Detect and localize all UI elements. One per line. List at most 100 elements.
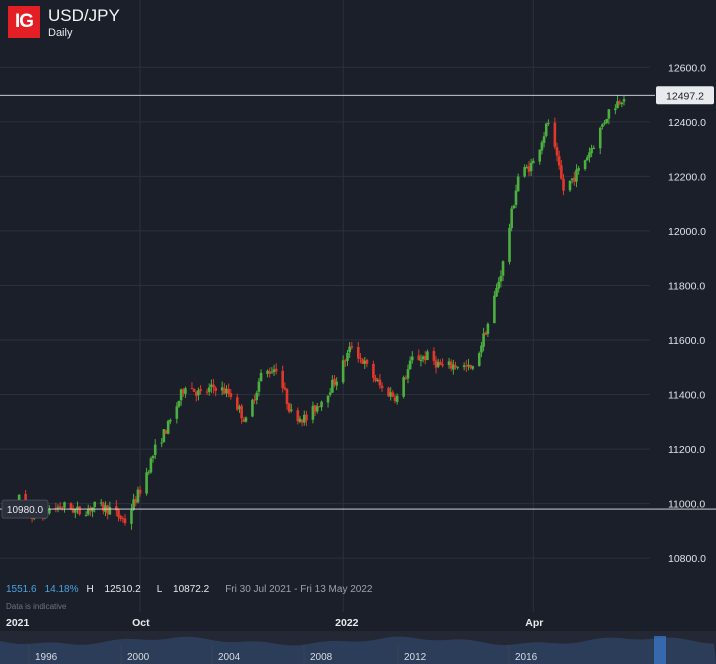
- candle-body: [557, 156, 561, 166]
- candle-body: [272, 369, 276, 373]
- y-tick-label: 11000.0: [668, 499, 705, 511]
- candle-body: [179, 389, 183, 401]
- candle-body: [441, 364, 444, 366]
- candle-body: [283, 387, 287, 390]
- candle-body: [598, 127, 602, 149]
- candle-body: [525, 167, 529, 169]
- candle-body: [562, 178, 565, 191]
- x-axis-band: [0, 612, 716, 631]
- candle-body: [540, 142, 544, 151]
- candle-body: [495, 288, 498, 297]
- candle-body: [359, 357, 362, 359]
- candle-body: [212, 384, 215, 388]
- candle-body: [421, 356, 425, 360]
- x-axis: 2021 Oct 2022 Apr: [0, 612, 716, 631]
- candle-body: [331, 379, 334, 393]
- y-tick-label: 12400.0: [668, 117, 706, 129]
- candle-body: [406, 369, 410, 379]
- candle-body: [197, 390, 200, 396]
- navigator-label: 2016: [515, 652, 538, 663]
- date-range: Fri 30 Jul 2021 - Fri 13 May 2022: [225, 584, 373, 595]
- candle-body: [391, 392, 395, 397]
- y-tick-label: 12600.0: [668, 62, 706, 74]
- navigator[interactable]: 1996 2000 2004 2008 2012 2016: [0, 631, 716, 664]
- candle-body: [568, 180, 572, 191]
- candle-body: [184, 388, 187, 394]
- timeframe-label[interactable]: Daily: [48, 27, 73, 39]
- y-tick-label: 11600.0: [668, 335, 705, 347]
- candle-body: [315, 406, 319, 412]
- candle-body: [404, 378, 408, 380]
- candle-body: [341, 360, 345, 383]
- candle-body: [622, 99, 626, 102]
- candle-body: [620, 102, 624, 105]
- candle-body: [210, 384, 213, 387]
- candle-body: [229, 393, 233, 398]
- candle-body: [547, 122, 550, 124]
- candle-body: [501, 261, 505, 276]
- candle-body: [508, 227, 511, 262]
- candle-body: [344, 360, 347, 362]
- low-label: L: [156, 584, 163, 595]
- symbol-title: USD/JPY: [48, 6, 120, 25]
- x-tick-label: Apr: [525, 617, 543, 629]
- current-price-label: 12497.2: [666, 90, 704, 102]
- disclaimer: Data is indicative: [6, 602, 67, 611]
- candle-body: [590, 148, 593, 154]
- candle-body: [182, 389, 185, 394]
- candle-body: [372, 363, 375, 378]
- candle-body: [290, 409, 293, 411]
- candle-body: [160, 442, 164, 444]
- navigator-label: 2012: [404, 652, 427, 663]
- header: IG USD/JPY Daily: [8, 6, 120, 40]
- candle-body: [573, 177, 576, 182]
- navigator-label: 2000: [127, 652, 150, 663]
- candle-body: [570, 178, 574, 181]
- change-value: 1551.6: [6, 584, 37, 595]
- candle-body: [393, 397, 397, 401]
- candle-body: [447, 361, 451, 366]
- candle-body: [361, 359, 364, 364]
- candle-body: [24, 493, 27, 506]
- candle-body: [244, 417, 248, 422]
- candle-body: [452, 364, 455, 370]
- candle-body: [115, 506, 118, 511]
- candle-body: [328, 392, 332, 395]
- candle-body: [454, 365, 457, 368]
- candle-body: [274, 368, 278, 372]
- candle-body: [177, 400, 181, 407]
- candle-body: [151, 455, 155, 458]
- candle-body: [376, 379, 380, 381]
- candle-body: [236, 397, 239, 410]
- candle-body: [63, 502, 66, 508]
- candle-body: [350, 346, 354, 348]
- candle-body: [108, 507, 112, 515]
- candle-body: [305, 414, 308, 421]
- y-tick-label: 11400.0: [668, 390, 705, 402]
- candle-body: [238, 406, 241, 409]
- candle-body: [395, 395, 399, 402]
- candle-body: [318, 406, 321, 408]
- candle-body: [298, 418, 302, 422]
- candle-body: [251, 399, 254, 417]
- candle-body: [614, 108, 617, 111]
- candle-body: [313, 405, 317, 412]
- candle-body: [514, 190, 518, 205]
- candle-body: [464, 365, 468, 367]
- candle-body: [477, 353, 481, 366]
- candle-body: [102, 502, 105, 511]
- candle-body: [346, 352, 349, 361]
- candle-body: [531, 160, 535, 164]
- candle-body: [356, 347, 360, 359]
- candle-body: [467, 364, 470, 367]
- candle-body: [529, 162, 533, 172]
- candle-body: [253, 399, 256, 401]
- candle-body: [449, 361, 453, 369]
- candle-body: [71, 508, 75, 513]
- y-tick-label: 11800.0: [668, 280, 705, 292]
- ig-logo: IG: [8, 6, 40, 38]
- candle-body: [214, 387, 218, 391]
- candle-body: [497, 281, 501, 289]
- candle-body: [287, 403, 291, 412]
